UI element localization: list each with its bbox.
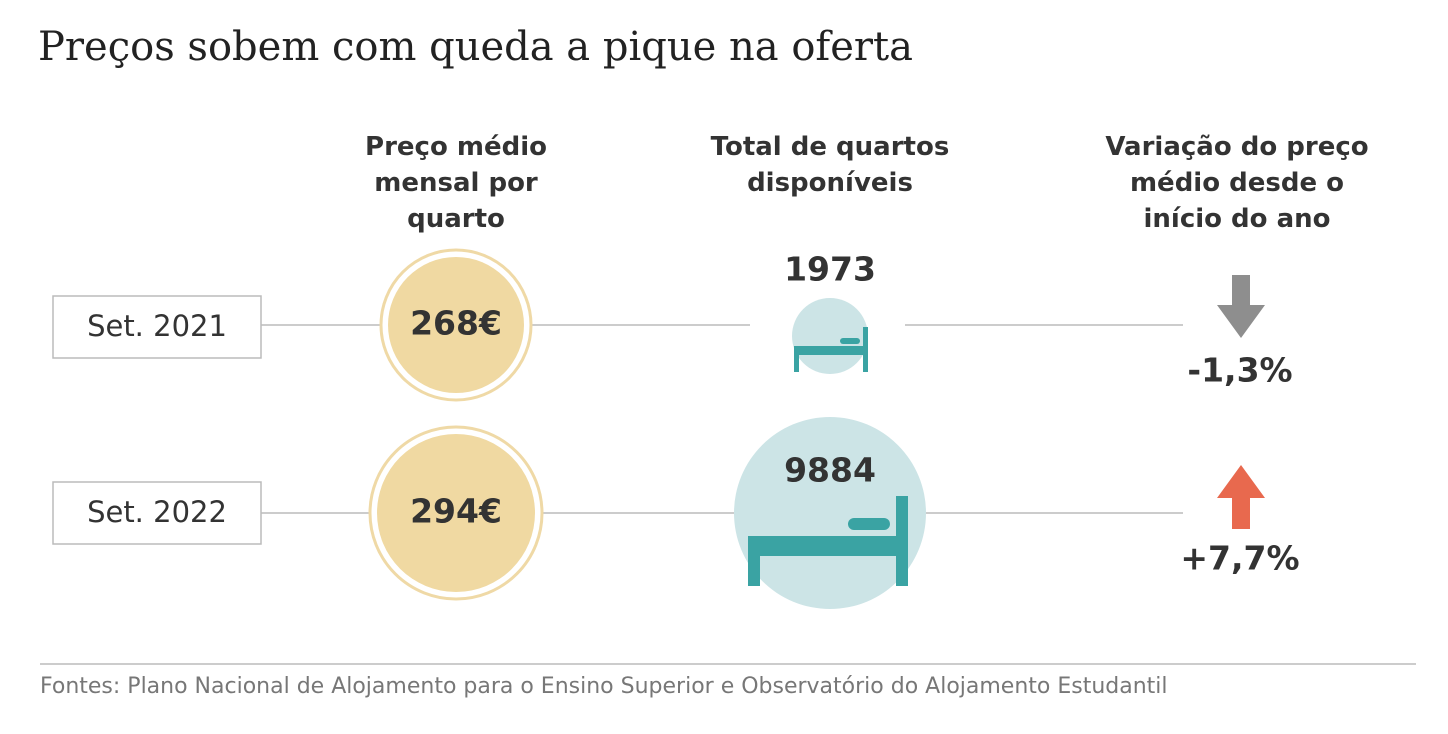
up-arrow (1217, 465, 1265, 529)
rooms-circle (734, 417, 926, 609)
bed-icon (794, 327, 868, 372)
change-value: +7,7% (1180, 539, 1299, 578)
column-header: Total de quartos disponíveis (711, 132, 950, 198)
bed-icon (748, 496, 908, 586)
price-circle (377, 434, 535, 592)
row-label-box (52, 295, 262, 359)
row-label: Set. 2022 (87, 495, 227, 529)
source: Fontes: Plano Nacional de Alojamento par… (40, 674, 1168, 699)
rooms-value: 9884 (784, 451, 876, 490)
row-label-box (52, 481, 262, 545)
price-circle (388, 257, 524, 393)
down-arrow (1217, 275, 1265, 338)
change-value: -1,3% (1187, 351, 1292, 390)
rooms-circle (792, 298, 868, 374)
row-label: Set. 2021 (87, 309, 227, 343)
column-header: Preço médio mensal por quarto (365, 132, 547, 234)
price-value: 294€ (410, 492, 502, 531)
title: Preços sobem com queda a pique na oferta (38, 24, 913, 70)
rooms-value: 1973 (784, 250, 876, 289)
price-value: 268€ (410, 304, 502, 343)
column-header: Variação do preço médio desde o início do … (1105, 132, 1368, 234)
